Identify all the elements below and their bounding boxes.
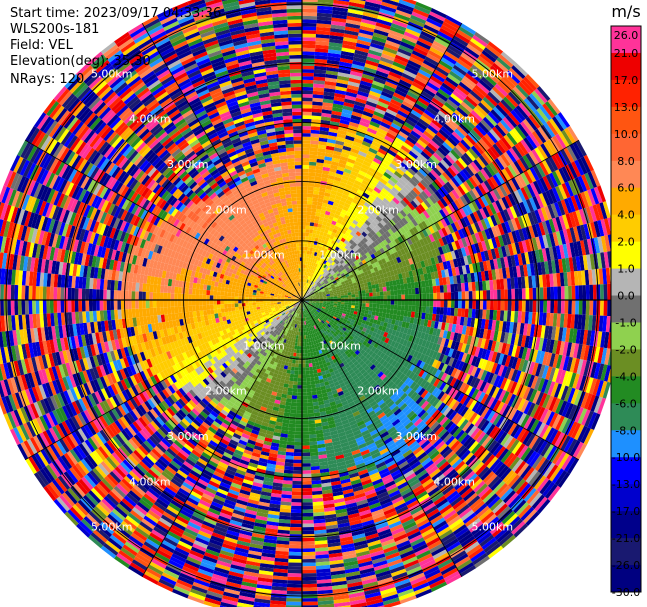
- range-ring: [123, 121, 481, 479]
- range-ring: [64, 62, 540, 538]
- range-ring-label: 3.00km: [167, 430, 209, 443]
- radar-name-label: WLS200s-181: [10, 22, 100, 37]
- range-ring-label: 4.00km: [433, 113, 475, 126]
- nrays-label: NRays: 120: [10, 72, 85, 87]
- range-ring-label: 5.00km: [471, 521, 513, 534]
- start-time-label: Start time: 2023/09/17 04:33:36: [10, 6, 222, 21]
- range-ring-label: 1.00km: [319, 339, 361, 352]
- range-ring: [242, 240, 362, 360]
- range-ring-label: 2.00km: [205, 385, 247, 398]
- azimuth-spoke: [141, 22, 303, 301]
- range-ring-label: 5.00km: [471, 67, 513, 80]
- azimuth-spoke: [24, 139, 303, 301]
- azimuth-spoke: [141, 299, 303, 578]
- range-ring-label: 2.00km: [205, 203, 247, 216]
- azimuth-spoke: [24, 299, 303, 461]
- range-ring: [183, 181, 421, 419]
- field-label: Field: VEL: [10, 38, 73, 53]
- range-ring-label: 3.00km: [167, 158, 209, 171]
- range-ring: [5, 3, 599, 597]
- range-ring-label: 4.00km: [129, 475, 171, 488]
- range-ring-label: 4.00km: [129, 113, 171, 126]
- azimuth-spoke: [301, 299, 463, 578]
- range-ring-label: 1.00km: [243, 339, 285, 352]
- elevation-label: Elevation(deg): 35.30: [10, 54, 151, 69]
- range-ring-label: 1.00km: [319, 249, 361, 262]
- range-ring-label: 3.00km: [395, 430, 437, 443]
- azimuth-spoke: [301, 22, 463, 301]
- azimuth-spoke: [301, 299, 580, 461]
- ppi-gates: [0, 0, 622, 607]
- range-ring-label: 3.00km: [395, 158, 437, 171]
- range-ring-label: 2.00km: [357, 203, 399, 216]
- range-ring-label: 2.00km: [357, 385, 399, 398]
- range-ring-label: 5.00km: [91, 67, 133, 80]
- azimuth-spoke: [301, 139, 580, 301]
- range-ring-label: 5.00km: [91, 521, 133, 534]
- range-ring-label: 4.00km: [433, 475, 475, 488]
- range-ring-label: 1.00km: [243, 249, 285, 262]
